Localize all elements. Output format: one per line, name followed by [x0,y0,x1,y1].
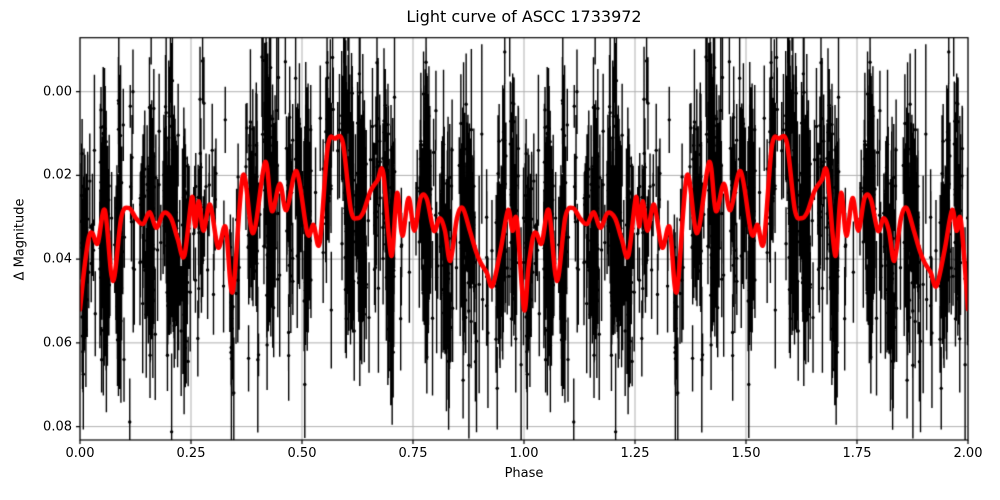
x-tick-label: 0.50 [287,446,317,461]
x-tick-label: 0.75 [398,446,428,461]
y-tick-label: 0.04 [43,251,72,267]
chart-title: Light curve of ASCC 1733972 [406,7,642,26]
y-tick-label: 0.02 [43,167,72,183]
x-tick-label: 2.00 [953,446,983,461]
y-tick-label: 0.08 [43,419,72,435]
x-tick-label: 1.25 [620,446,650,461]
x-tick-label: 1.00 [509,446,539,461]
x-tick-label: 1.50 [731,446,761,461]
y-tick-label: 0.00 [43,84,72,100]
x-axis-label: Phase [504,466,544,481]
x-tick-label: 0.00 [65,446,95,461]
y-tick-label: 0.06 [43,335,72,351]
x-tick-label: 0.25 [176,446,206,461]
x-tick-label: 1.75 [842,446,872,461]
